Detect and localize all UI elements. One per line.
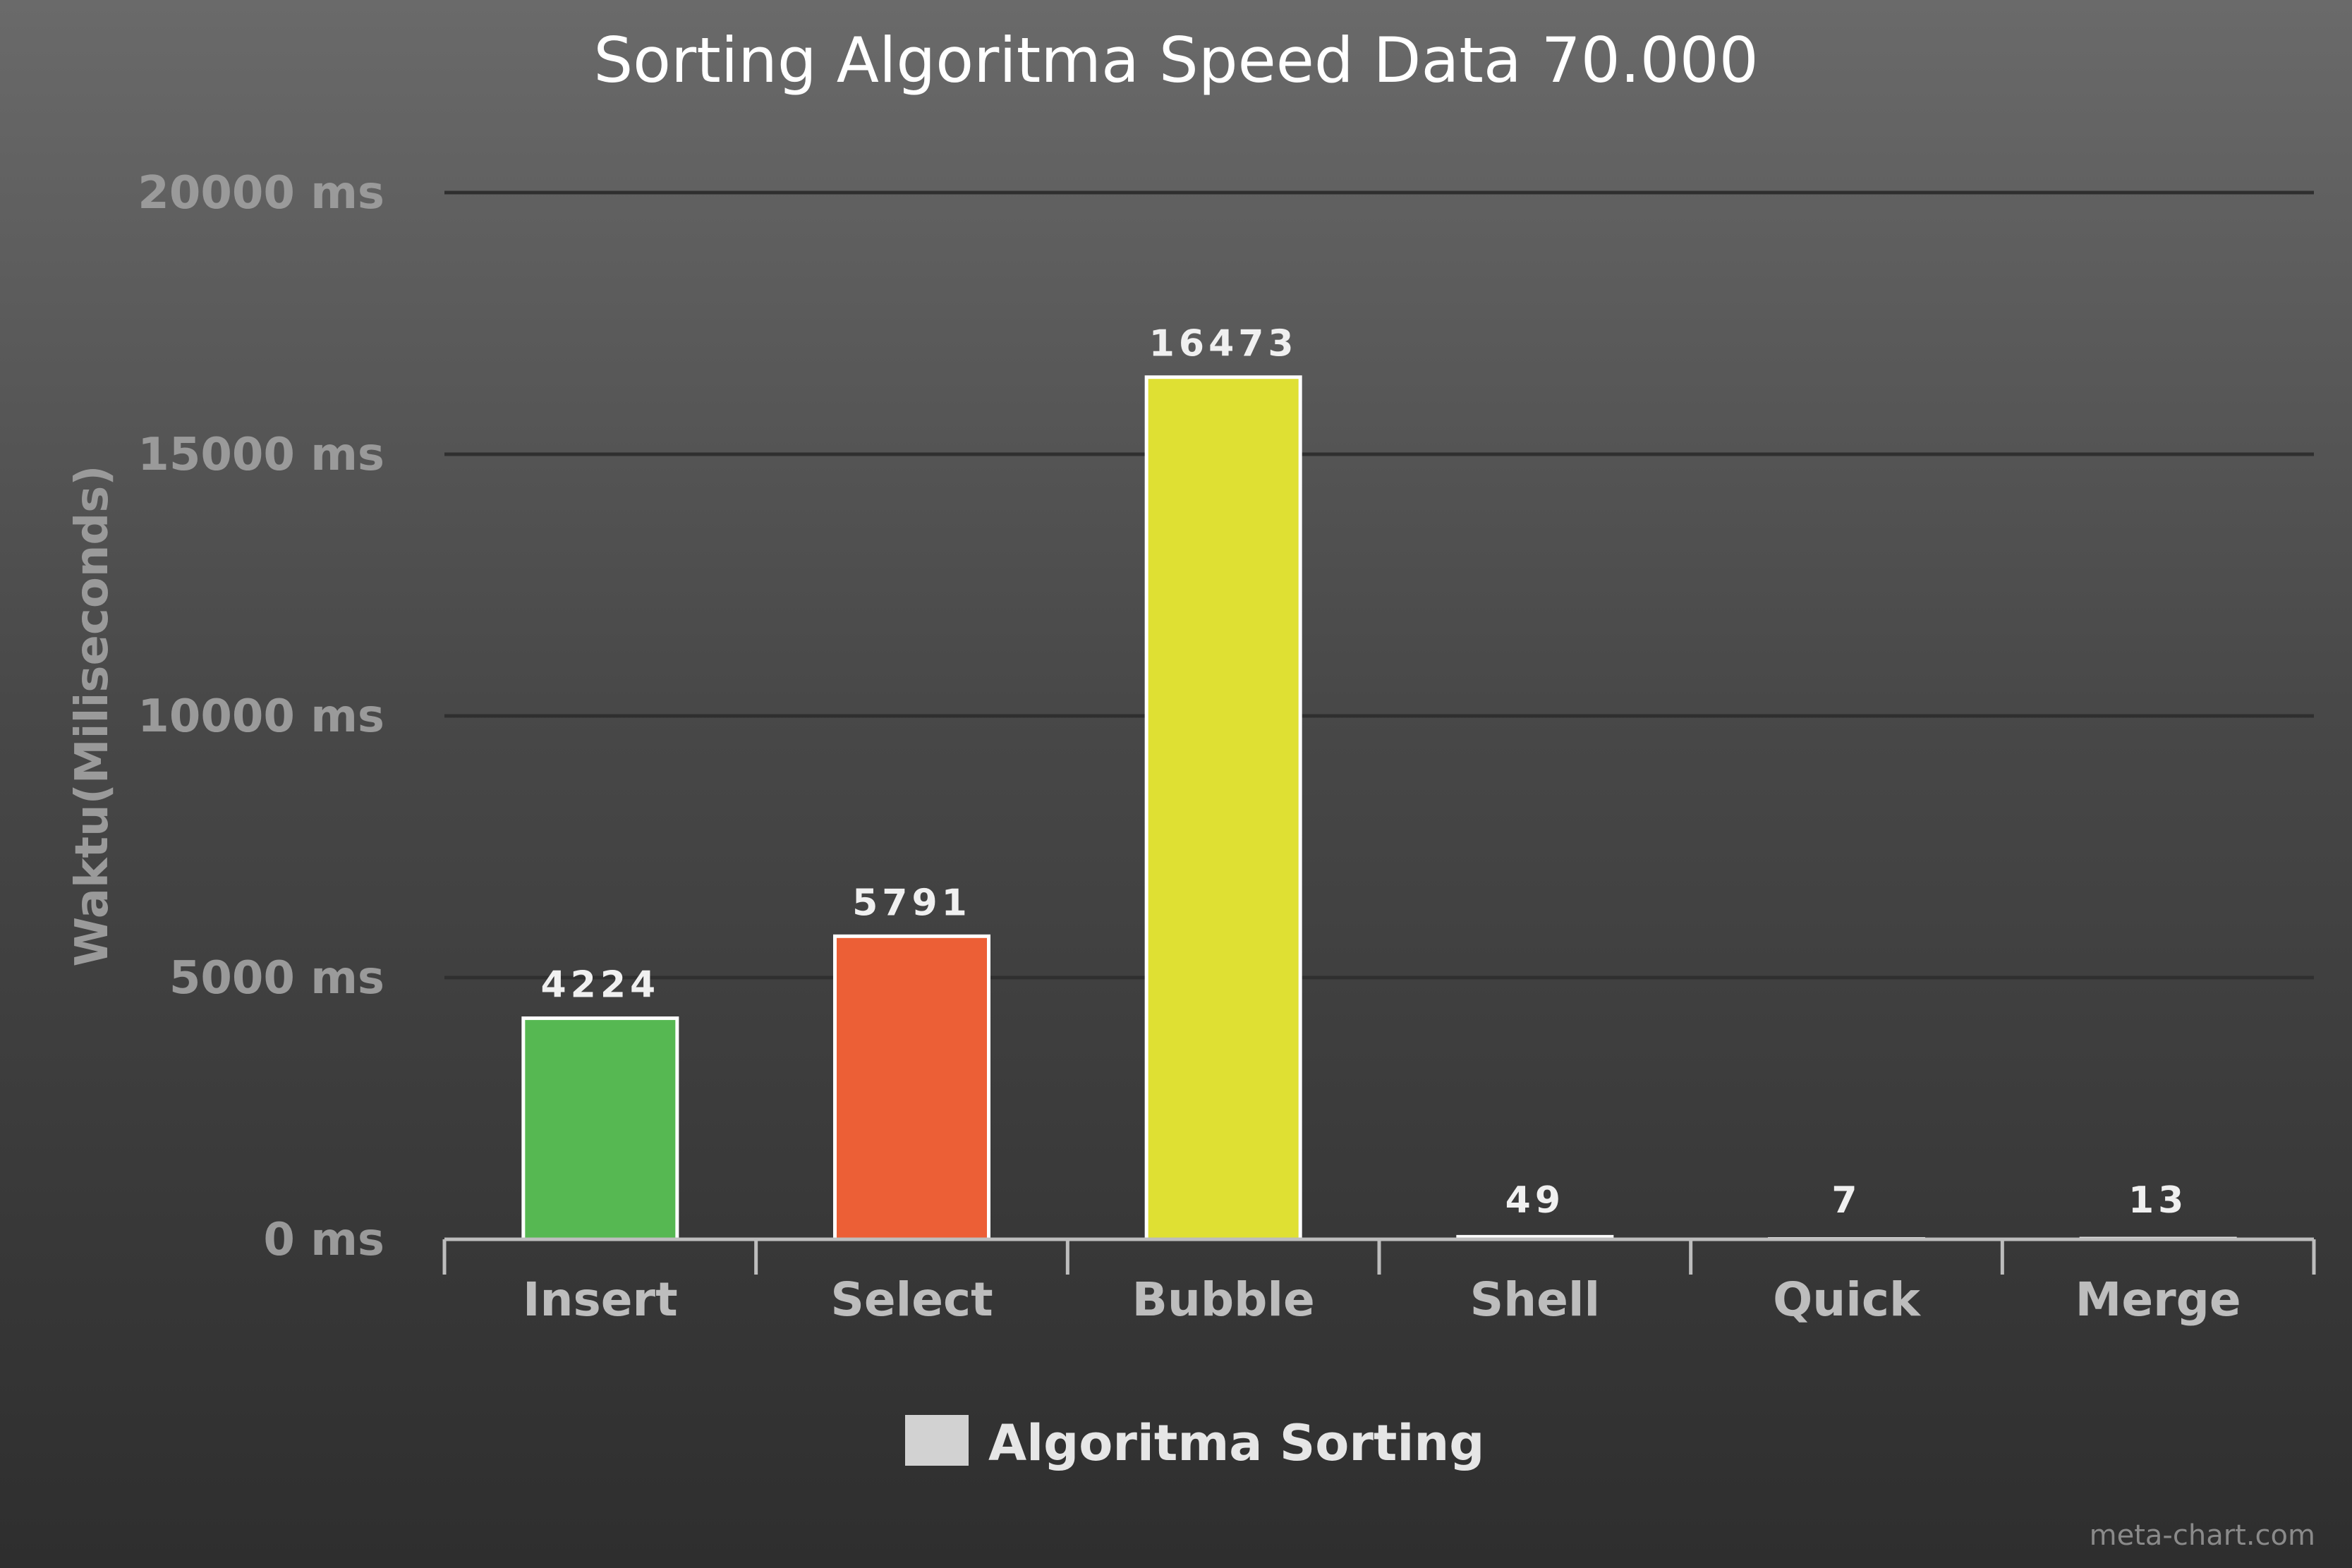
data-label: 5791: [852, 882, 971, 924]
x-tick-label: Insert: [523, 1272, 678, 1327]
x-tick-label: Bubble: [1132, 1272, 1315, 1327]
watermark: meta-chart.com: [2090, 1519, 2315, 1552]
y-tick-label: 15000 ms: [138, 429, 384, 481]
bar-insert[interactable]: [521, 1016, 679, 1241]
y-axis-label: Waktu(Miliseconds): [66, 465, 119, 966]
x-axis: [442, 1237, 2316, 1275]
x-tick-label: Quick: [1773, 1272, 1922, 1327]
data-label: 13: [2128, 1179, 2188, 1222]
bar-bubble[interactable]: [1144, 375, 1302, 1241]
y-tick-labels: 0 ms 5000 ms 10000 ms 15000 ms 20000 ms: [138, 167, 384, 1266]
grid-lines: [444, 190, 2314, 980]
y-tick-label: 0 ms: [263, 1214, 384, 1266]
bars: 4224 5791 16473 49 7 13: [521, 323, 2237, 1241]
legend[interactable]: Algoritma Sorting: [905, 1414, 1484, 1472]
data-label: 49: [1505, 1179, 1565, 1222]
chart-title: Sorting Algoritma Speed Data 70.000: [593, 24, 1758, 97]
y-tick-label: 20000 ms: [138, 167, 384, 219]
x-tick-label: Select: [830, 1272, 993, 1327]
y-tick-label: 5000 ms: [169, 952, 384, 1004]
data-label: 16473: [1149, 323, 1298, 365]
x-tick-label: Shell: [1470, 1272, 1601, 1327]
data-label: 7: [1831, 1179, 1861, 1222]
x-tick-labels: Insert Select Bubble Shell Quick Merge: [523, 1272, 2241, 1327]
data-label: 4224: [540, 964, 660, 1007]
y-tick-label: 10000 ms: [138, 691, 384, 743]
bar-select[interactable]: [833, 934, 990, 1241]
x-tick-label: Merge: [2075, 1272, 2241, 1327]
legend-swatch: [905, 1415, 969, 1466]
legend-label: Algoritma Sorting: [988, 1414, 1484, 1472]
